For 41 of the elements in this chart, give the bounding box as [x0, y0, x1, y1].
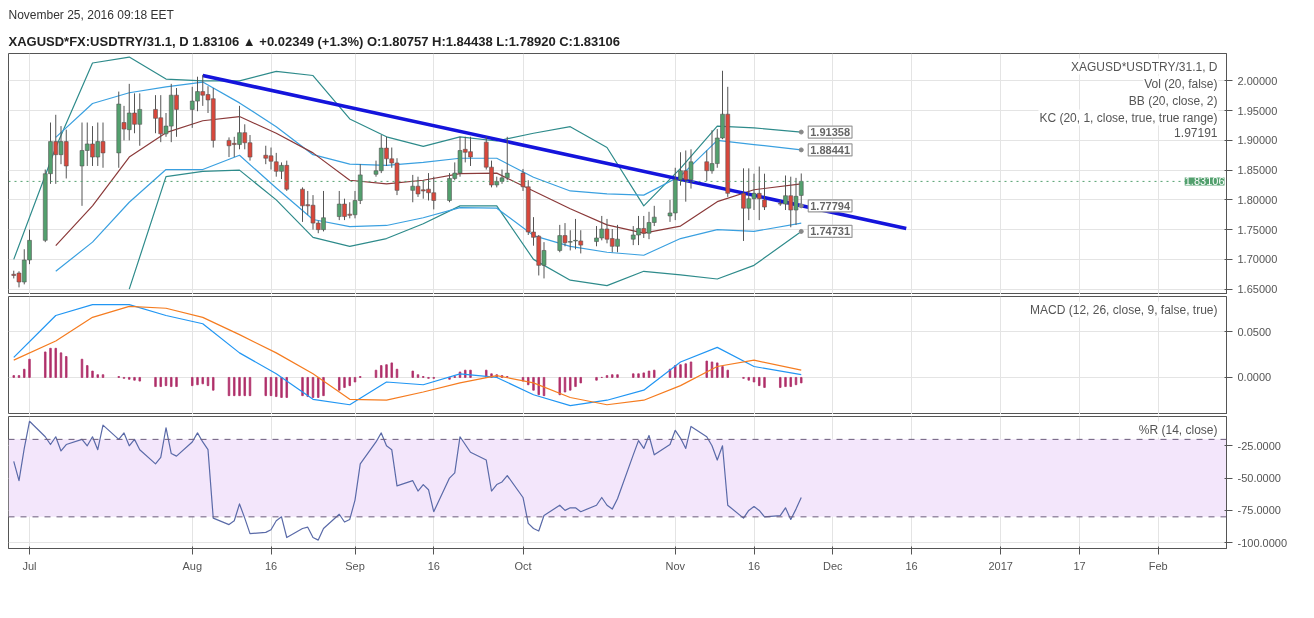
y-tick-label: -75.0000 — [1237, 504, 1281, 517]
y-tick-label: 1.90000 — [1237, 134, 1278, 147]
text: MACD (12, 26, close, 9, false, true) — [1030, 302, 1218, 317]
annotation: BB (20, close, 2) — [1128, 93, 1218, 108]
ref-line-label: 1.83106 — [1184, 175, 1225, 188]
x-tick-label: Aug — [182, 559, 203, 572]
x-tick-label: 16 — [427, 559, 440, 572]
x-tick-label: Sep — [345, 559, 365, 572]
x-tick-label: 17 — [1073, 559, 1086, 572]
annotation: Vol (20, false) — [1144, 76, 1218, 91]
annotation: KC (20, 1, close, true, true range) — [1039, 110, 1218, 125]
y-tick-label: 1.75000 — [1237, 223, 1278, 236]
annotation: 1.97191 — [1174, 125, 1218, 140]
y-tick-label: -100.0000 — [1237, 536, 1288, 549]
x-tick-label: Oct — [514, 559, 532, 572]
x-tick-label: 2017 — [988, 559, 1013, 572]
y-tick-label: 1.80000 — [1237, 193, 1278, 206]
annotation: 1.88441 — [810, 143, 851, 156]
x-tick-label: Jul — [22, 559, 37, 572]
y-tick-label: -50.0000 — [1237, 472, 1281, 485]
annotation: 1.91358 — [810, 126, 851, 139]
annotation: 1.74731 — [810, 225, 851, 238]
chart-subtitle: November 25, 2016 09:18 EET — [8, 7, 175, 22]
chart-title: XAGUSD*FX:USDTRY/31.1, D 1.83106 ▲ +0.02349 (+1.3%) O:1.80757 H:1.84438 L:1.78920 C:1.83106 — [8, 33, 620, 49]
y-tick-label: 0.0000 — [1237, 371, 1272, 384]
x-tick-label: 16 — [905, 559, 918, 572]
annotation: XAGUSD*USDTRY/31.1, D — [1071, 59, 1218, 74]
x-tick-label: Feb — [1148, 559, 1168, 572]
text: %R (14, close) — [1138, 422, 1218, 437]
x-tick-label: Nov — [665, 559, 686, 572]
y-tick-label: 1.70000 — [1237, 253, 1278, 266]
y-tick-label: -25.0000 — [1237, 439, 1281, 452]
x-tick-label: Dec — [822, 559, 844, 572]
annotation: 1.77794 — [810, 199, 851, 212]
x-tick-label: 16 — [264, 559, 278, 572]
y-tick-label: 1.95000 — [1237, 104, 1278, 117]
y-tick-label: 0.0500 — [1237, 325, 1272, 338]
x-tick-label: 16 — [747, 559, 761, 572]
y-tick-label: 1.85000 — [1237, 164, 1278, 177]
y-tick-label: 1.65000 — [1237, 283, 1278, 296]
y-tick-label: 2.00000 — [1237, 74, 1278, 87]
